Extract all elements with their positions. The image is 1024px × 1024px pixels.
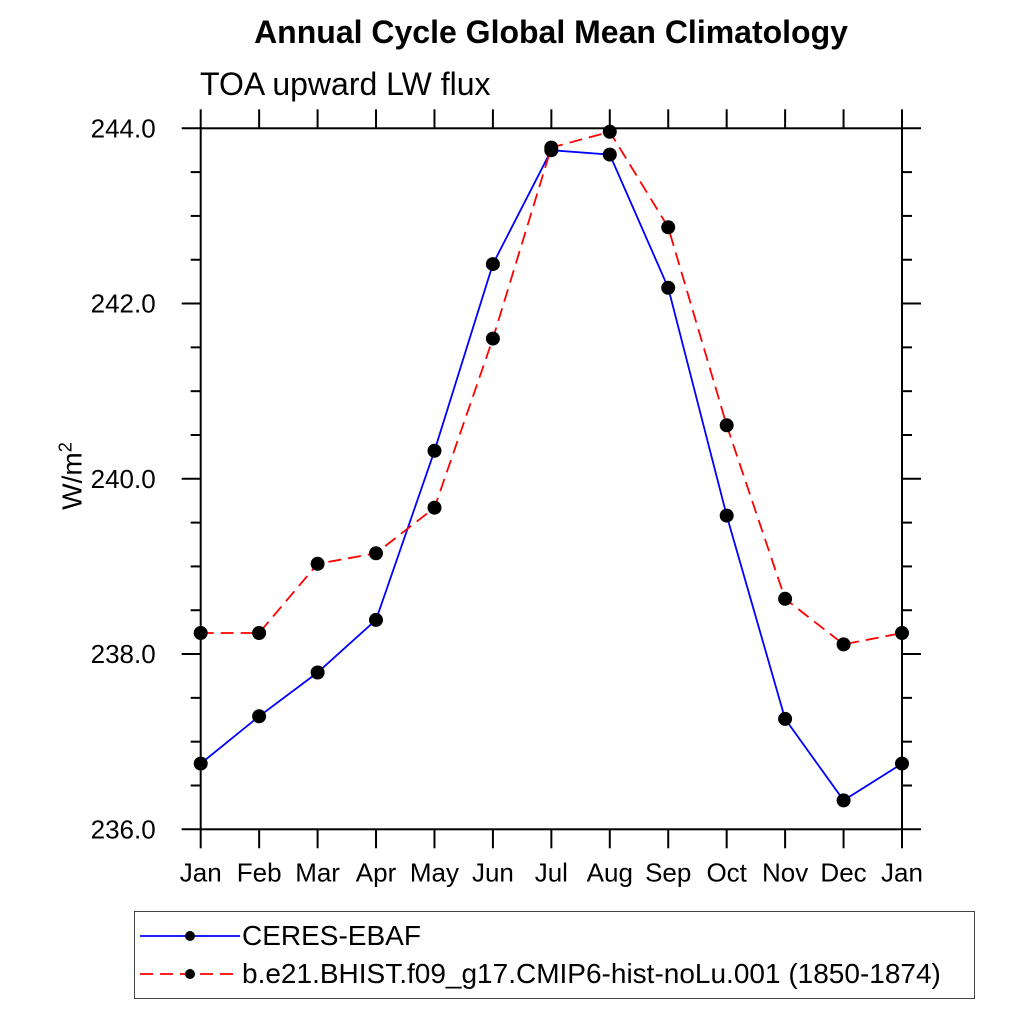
chart-subtitle: TOA upward LW flux [200,66,491,102]
x-axis-ticks [199,109,903,849]
data-point-marker [719,508,734,523]
data-point-marker [778,591,793,606]
data-point-marker [485,331,500,346]
legend-label: CERES-EBAF [242,919,421,951]
svg-text:Jun: Jun [472,857,514,887]
data-point-marker [427,500,442,515]
svg-text:Apr: Apr [356,857,397,887]
legend-item-model-run: b.e21.BHIST.f09_g17.CMIP6-hist-noLu.001 … [135,959,974,989]
svg-text:Oct: Oct [706,857,747,887]
data-point-marker [193,756,208,771]
data-point-marker [895,626,909,640]
data-point-marker [836,793,851,808]
series-markers-0 [193,143,909,808]
data-point-marker [544,140,559,155]
plot-frame [199,127,903,831]
data-point-marker [661,280,676,295]
chart-title: Annual Cycle Global Mean Climatology [254,14,848,50]
svg-text:Nov: Nov [762,857,808,887]
svg-text:244.0: 244.0 [91,113,156,143]
y-tick-labels: 236.0 238.0 240.0 242.0 244.0 [91,113,156,844]
svg-text:236.0: 236.0 [91,814,156,844]
y-axis-ticks [181,127,921,831]
data-point-marker [778,711,793,726]
data-point-marker [310,556,325,571]
svg-text:Dec: Dec [820,857,866,887]
svg-text:Feb: Feb [237,857,282,887]
legend-line-sample-dashed [140,969,240,980]
data-point-marker [427,443,442,458]
data-point-marker [252,626,267,640]
svg-text:242.0: 242.0 [91,289,156,319]
svg-text:Jul: Jul [535,857,568,887]
series-markers-1 [193,124,909,652]
legend-label: b.e21.BHIST.f09_g17.CMIP6-hist-noLu.001 … [242,958,941,990]
data-point-marker [661,220,676,235]
data-point-marker [193,626,208,640]
data-point-marker [602,124,617,139]
data-point-marker [719,418,734,433]
svg-text:Jan: Jan [881,857,923,887]
svg-text:240.0: 240.0 [91,464,156,494]
data-point-marker [602,147,617,162]
series-line-0 [200,149,903,802]
legend-box: CERES-EBAF b.e21.BHIST.f09_g17.CMIP6-his… [134,911,975,999]
data-point-marker [485,257,500,272]
svg-text:Aug: Aug [587,857,633,887]
data-point-marker [369,546,383,561]
data-point-marker [895,756,909,771]
data-point-marker [836,637,851,652]
x-tick-labels: Jan Feb Mar Apr May Jun Jul Aug Sep Oct Nov Dec Jan [180,857,923,887]
svg-text:Sep: Sep [645,857,691,887]
svg-text:Jan: Jan [180,857,222,887]
series-line-1 [200,130,903,646]
data-point-marker [310,665,325,680]
legend-line-sample-solid [140,930,240,941]
svg-text:238.0: 238.0 [91,639,156,669]
data-point-marker [369,612,383,627]
svg-text:May: May [410,857,459,887]
svg-text:Mar: Mar [295,857,340,887]
legend-item-ceres-ebaf: CERES-EBAF [135,919,974,951]
data-point-marker [252,709,267,724]
